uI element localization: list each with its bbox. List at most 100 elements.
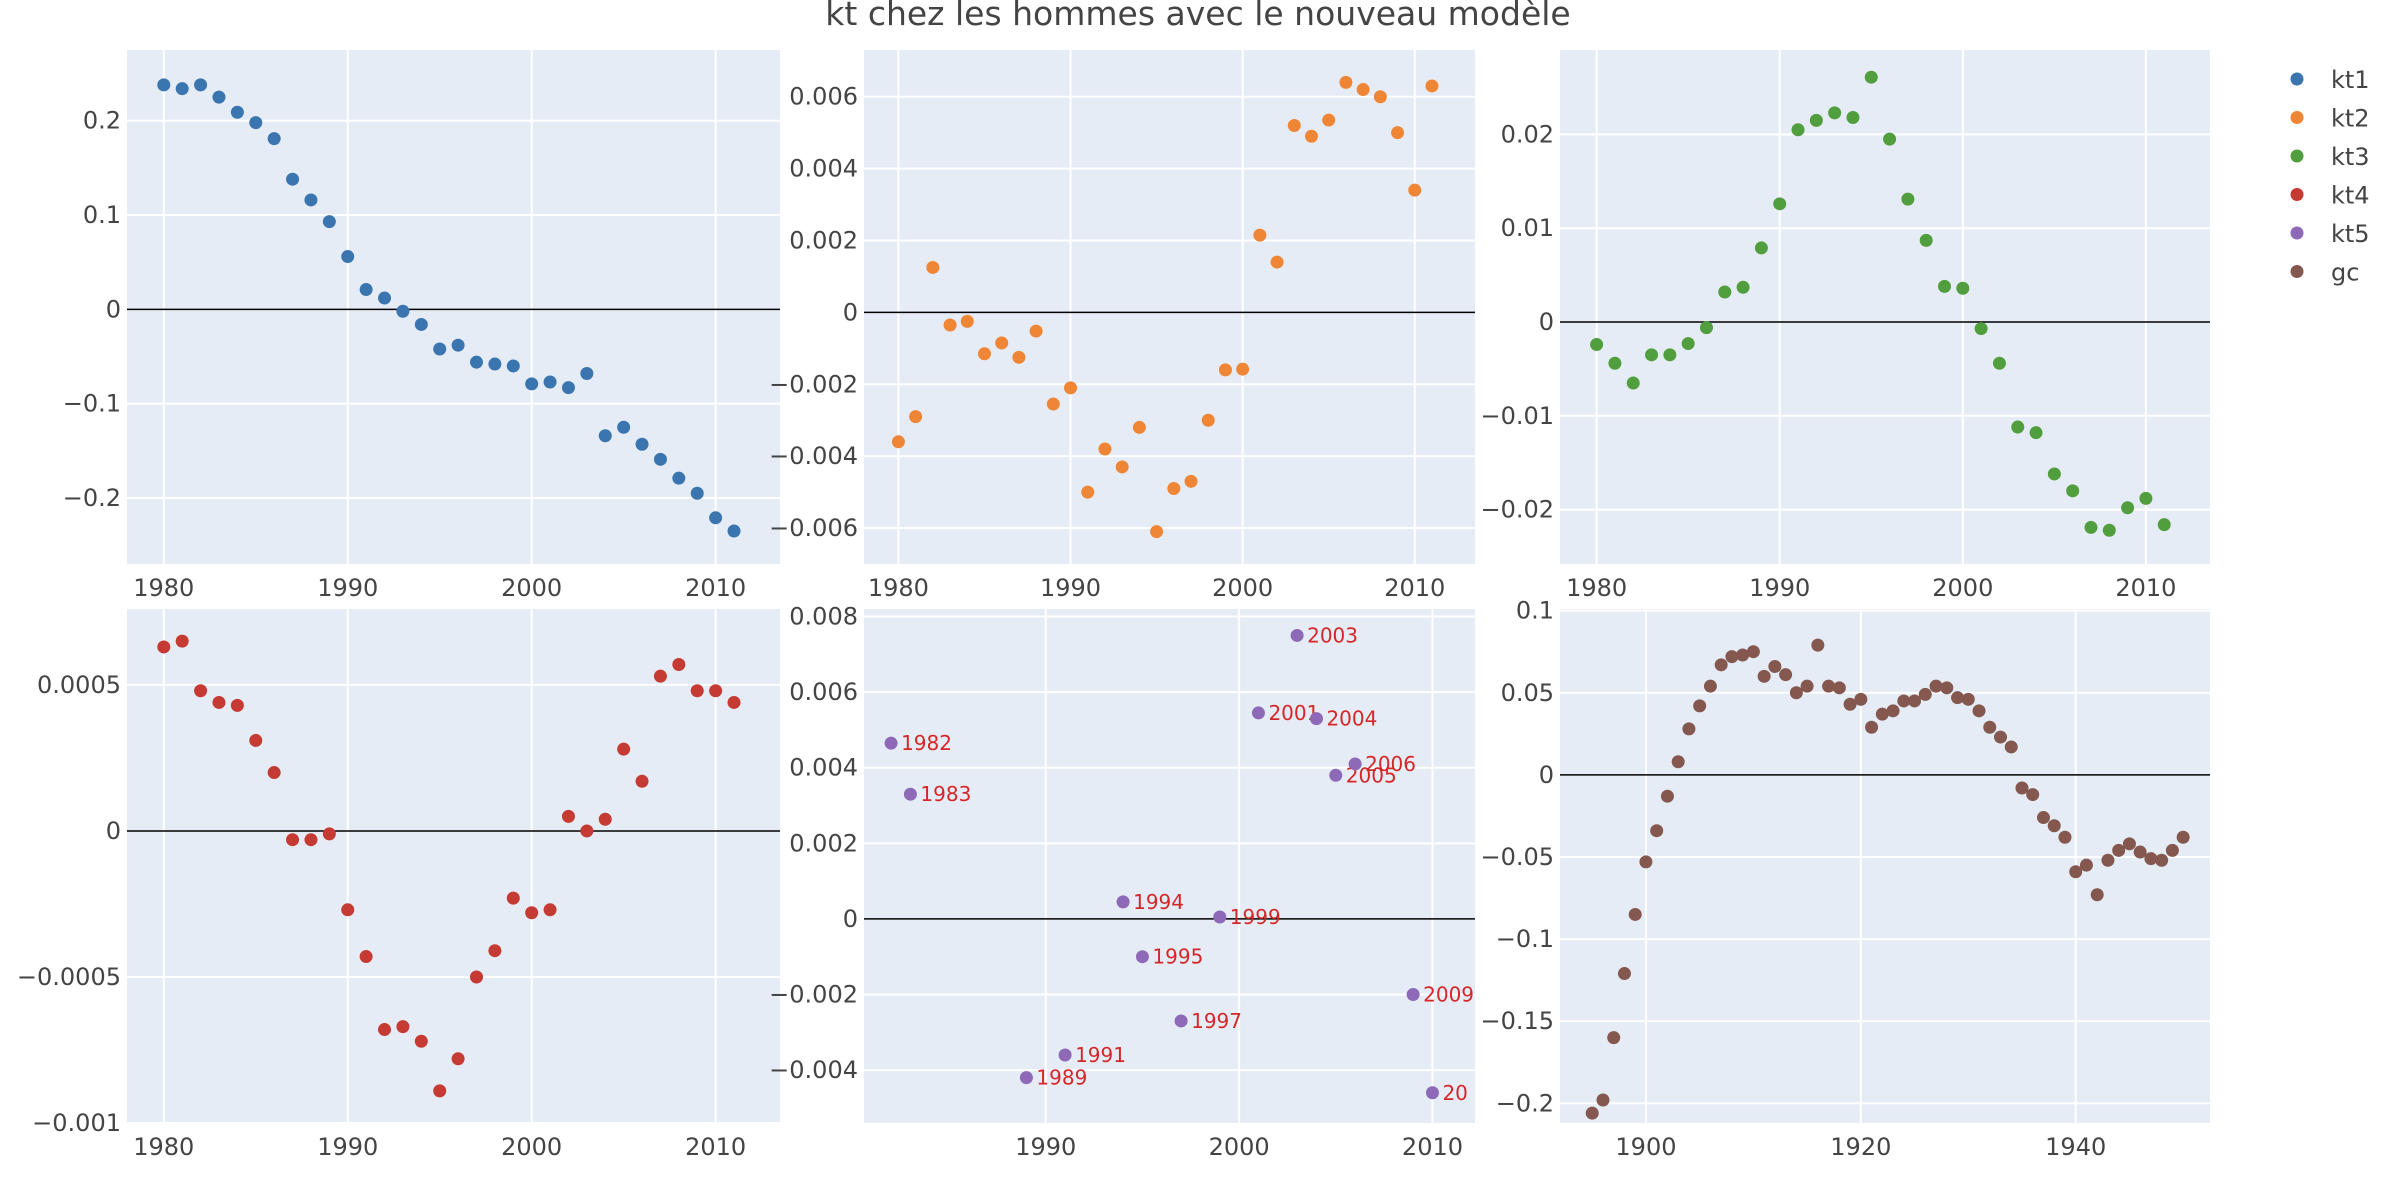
point-kt3[interactable] (2157, 518, 2171, 532)
point-kt2[interactable] (1115, 460, 1129, 474)
point-kt1[interactable] (709, 511, 723, 525)
point-kt2[interactable] (1098, 442, 1112, 456)
point-kt5[interactable] (1058, 1048, 1072, 1062)
point-kt2[interactable] (1150, 525, 1164, 539)
point-kt1[interactable] (304, 193, 318, 207)
point-kt2[interactable] (909, 410, 923, 424)
point-kt1[interactable] (653, 452, 667, 466)
point-gc[interactable] (1607, 1031, 1621, 1045)
point-kt5[interactable] (884, 736, 898, 750)
point-kt2[interactable] (1373, 90, 1387, 104)
point-gc[interactable] (1983, 720, 1997, 734)
point-gc[interactable] (2165, 843, 2179, 857)
point-kt1[interactable] (286, 172, 300, 186)
point-gc[interactable] (1993, 730, 2007, 744)
point-kt1[interactable] (617, 420, 631, 434)
point-kt1[interactable] (359, 283, 373, 297)
point-kt2[interactable] (1425, 79, 1439, 93)
point-gc[interactable] (2122, 837, 2136, 851)
point-kt4[interactable] (598, 812, 612, 826)
point-gc[interactable] (1800, 679, 1814, 693)
point-kt1[interactable] (488, 357, 502, 371)
point-gc[interactable] (1854, 692, 1868, 706)
point-gc[interactable] (1961, 692, 1975, 706)
point-kt1[interactable] (414, 317, 428, 331)
point-kt4[interactable] (286, 833, 300, 847)
point-gc[interactable] (2112, 843, 2126, 857)
point-kt2[interactable] (1287, 118, 1301, 132)
point-kt2[interactable] (1408, 183, 1422, 197)
point-gc[interactable] (1757, 669, 1771, 683)
legend-item-gc[interactable]: gc (2290, 259, 2360, 287)
point-kt4[interactable] (157, 640, 171, 654)
point-kt2[interactable] (1184, 474, 1198, 488)
point-kt2[interactable] (1253, 228, 1267, 242)
point-kt5[interactable] (1174, 1014, 1188, 1028)
point-kt3[interactable] (1974, 322, 1988, 336)
point-kt2[interactable] (960, 314, 974, 328)
point-gc[interactable] (1736, 648, 1750, 662)
point-kt2[interactable] (891, 435, 905, 449)
point-kt2[interactable] (1339, 75, 1353, 89)
point-kt3[interactable] (2047, 467, 2061, 481)
point-kt1[interactable] (341, 250, 355, 264)
point-kt3[interactable] (2139, 491, 2153, 505)
point-gc[interactable] (1897, 694, 1911, 708)
point-kt2[interactable] (1218, 363, 1232, 377)
point-kt1[interactable] (267, 132, 281, 146)
point-gc[interactable] (1703, 679, 1717, 693)
point-kt3[interactable] (1773, 197, 1787, 211)
point-gc[interactable] (1929, 679, 1943, 693)
point-gc[interactable] (2036, 811, 2050, 825)
point-kt3[interactable] (1681, 337, 1695, 351)
point-gc[interactable] (1779, 668, 1793, 682)
point-kt1[interactable] (543, 375, 557, 389)
point-kt3[interactable] (1608, 356, 1622, 370)
point-gc[interactable] (2079, 858, 2093, 872)
point-kt4[interactable] (396, 1020, 410, 1034)
legend-item-kt2[interactable]: kt2 (2290, 105, 2370, 133)
point-gc[interactable] (1746, 645, 1760, 659)
point-gc[interactable] (2176, 830, 2190, 844)
point-gc[interactable] (1908, 694, 1922, 708)
point-kt1[interactable] (396, 304, 410, 318)
point-kt3[interactable] (1919, 233, 1933, 247)
point-kt3[interactable] (2102, 523, 2116, 537)
point-gc[interactable] (2144, 852, 2158, 866)
point-gc[interactable] (1617, 967, 1631, 981)
point-kt3[interactable] (1883, 132, 1897, 146)
point-gc[interactable] (1628, 907, 1642, 921)
point-kt1[interactable] (598, 429, 612, 443)
point-kt4[interactable] (230, 698, 244, 712)
point-kt4[interactable] (267, 766, 281, 780)
point-kt2[interactable] (1356, 83, 1370, 97)
point-kt1[interactable] (469, 355, 483, 369)
point-gc[interactable] (1650, 824, 1664, 838)
point-kt1[interactable] (727, 524, 741, 538)
point-gc[interactable] (2004, 740, 2018, 754)
point-kt3[interactable] (1699, 321, 1713, 335)
point-kt4[interactable] (322, 827, 336, 841)
point-kt1[interactable] (451, 338, 465, 352)
point-gc[interactable] (2090, 888, 2104, 902)
point-gc[interactable] (2155, 853, 2169, 867)
point-kt2[interactable] (1029, 324, 1043, 338)
point-kt5[interactable] (1251, 706, 1265, 720)
point-kt5[interactable] (903, 787, 917, 801)
point-kt5[interactable] (1406, 988, 1420, 1001)
point-kt4[interactable] (451, 1052, 465, 1066)
point-kt5[interactable] (1290, 628, 1304, 642)
point-gc[interactable] (1886, 704, 1900, 718)
point-gc[interactable] (1725, 650, 1739, 664)
point-kt4[interactable] (635, 774, 649, 788)
point-kt3[interactable] (2084, 520, 2098, 534)
point-gc[interactable] (1843, 697, 1857, 711)
point-kt3[interactable] (1828, 106, 1842, 120)
point-gc[interactable] (2047, 819, 2061, 833)
point-kt2[interactable] (1081, 485, 1095, 499)
point-kt1[interactable] (157, 78, 171, 92)
point-kt1[interactable] (378, 291, 392, 305)
point-kt1[interactable] (525, 377, 539, 391)
point-kt1[interactable] (230, 105, 244, 119)
point-gc[interactable] (1789, 686, 1803, 700)
